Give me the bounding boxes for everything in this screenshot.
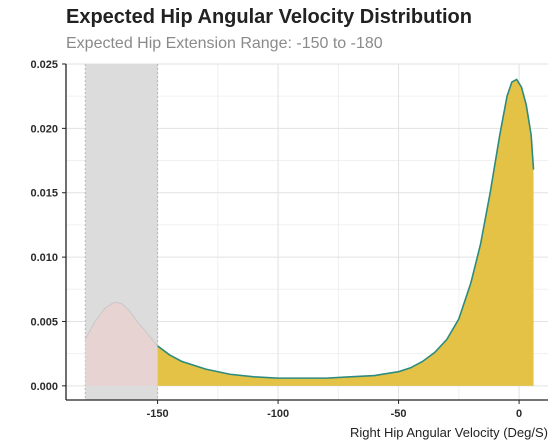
density-line bbox=[157, 78, 535, 379]
x-tick-labels: -150 -100 -50 0 bbox=[147, 408, 523, 420]
chart-subtitle: Expected Hip Extension Range: -150 to -1… bbox=[66, 35, 383, 52]
x-tick-label: -100 bbox=[267, 408, 289, 420]
x-tick-label: 0 bbox=[516, 408, 522, 420]
density-line-highlighted bbox=[84, 301, 158, 347]
density-layer bbox=[84, 78, 535, 386]
density-fill bbox=[157, 79, 534, 386]
x-axis-label: Right Hip Angular Velocity (Deg/S) bbox=[350, 425, 548, 440]
x-tick-label: -150 bbox=[147, 408, 169, 420]
axes-layer bbox=[62, 63, 548, 404]
y-tick-labels: 0.000 0.005 0.010 0.015 0.020 0.025 bbox=[30, 59, 58, 393]
y-tick-label: 0.010 bbox=[30, 252, 58, 264]
y-tick-label: 0.020 bbox=[30, 123, 58, 135]
y-tick-label: 0.025 bbox=[30, 59, 58, 71]
x-tick-label: -50 bbox=[391, 408, 407, 420]
chart-title: Expected Hip Angular Velocity Distributi… bbox=[66, 6, 472, 28]
y-tick-label: 0.000 bbox=[30, 381, 58, 393]
density-fill-highlighted bbox=[85, 302, 158, 386]
y-tick-label: 0.015 bbox=[30, 188, 58, 200]
y-tick-label: 0.005 bbox=[30, 316, 58, 328]
